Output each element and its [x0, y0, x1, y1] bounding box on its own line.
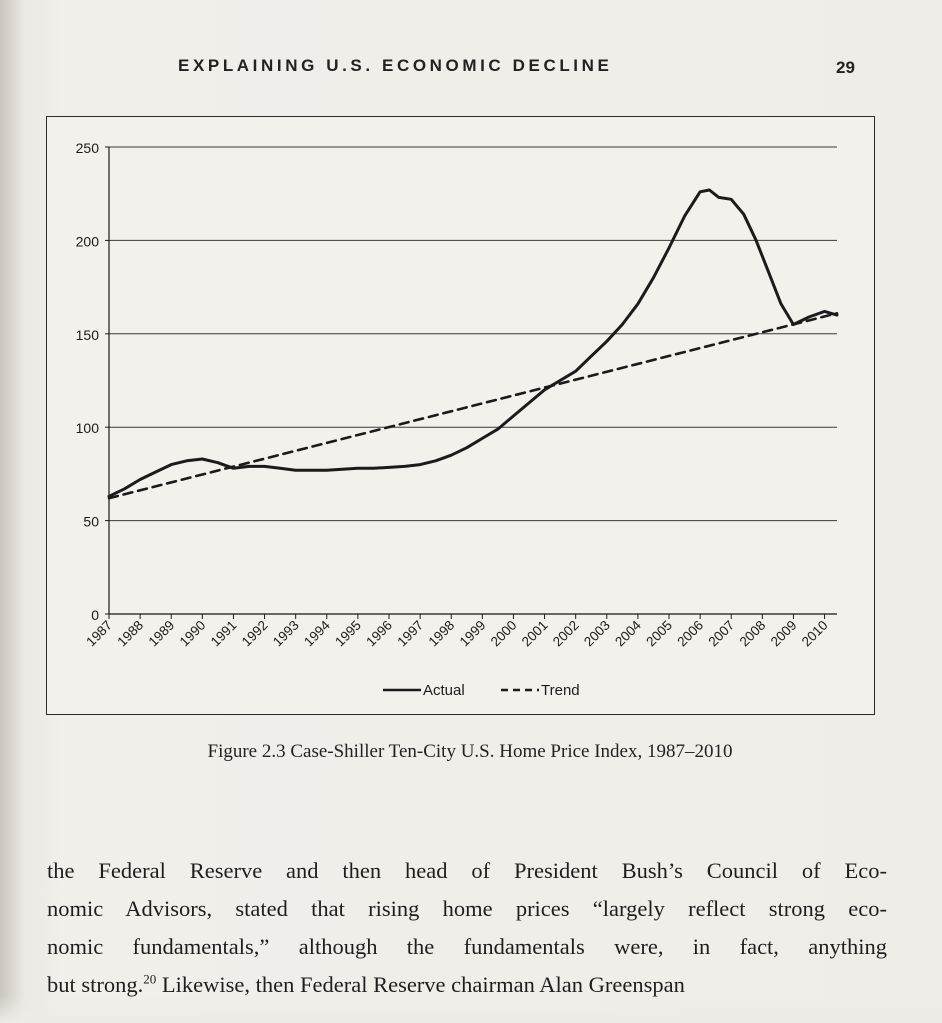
body-line-2: nomic Advisors, stated that rising home … — [47, 896, 887, 921]
x-tick-label: 2007 — [705, 618, 737, 650]
body-text: the Federal Reserve and then head of Pre… — [47, 852, 887, 1004]
next-line-bleed — [0, 995, 942, 1023]
x-tick-label: 2008 — [737, 618, 769, 650]
series-line-trend — [107, 312, 839, 500]
running-head: EXPLAINING U.S. ECONOMIC DECLINE — [178, 56, 613, 75]
x-tick-label: 1995 — [332, 618, 364, 650]
y-tick-label: 150 — [76, 327, 100, 343]
x-tick-label: 1991 — [208, 618, 240, 650]
body-line-4-end: Likewise, then Federal Reserve chairman … — [156, 972, 685, 997]
x-tick-label: 1999 — [457, 618, 489, 650]
x-tick-label: 1990 — [177, 618, 209, 650]
x-tick-label: 2004 — [612, 617, 644, 649]
legend-label-trend: Trend — [541, 682, 580, 699]
y-tick-label: 0 — [91, 607, 99, 623]
body-line-4-start: but strong. — [47, 972, 144, 997]
legend-label-actual: Actual — [423, 682, 465, 699]
y-tick-label: 200 — [76, 233, 100, 249]
x-tick-label: 2009 — [768, 618, 800, 650]
y-tick-label: 250 — [76, 140, 100, 156]
y-tick-label: 100 — [76, 420, 100, 436]
x-tick-label: 1989 — [145, 618, 177, 650]
x-tick-label: 2003 — [581, 618, 613, 650]
body-line-4: but strong.20 Likewise, then Federal Res… — [47, 966, 887, 1004]
x-tick-label: 2002 — [550, 618, 582, 650]
x-tick-label: 1988 — [114, 618, 146, 650]
figure-frame: 0 50 100 150 200 250 1987 1988 1989 1990 1991 1992 1… — [46, 116, 875, 715]
x-tick-label: 1987 — [83, 618, 115, 650]
body-line-3: nomic fundamentals,” although the fundam… — [47, 934, 887, 959]
x-tick-label: 1997 — [394, 618, 426, 650]
series-line-actual — [107, 188, 839, 498]
footnote-ref: 20 — [143, 971, 157, 987]
x-tick-label: 1993 — [270, 618, 302, 650]
x-tick-label: 1998 — [425, 618, 457, 650]
figure-caption: Figure 2.3 Case-Shiller Ten-City U.S. Ho… — [207, 741, 733, 762]
y-tick-label: 50 — [83, 514, 99, 530]
x-tick-label: 1992 — [239, 618, 271, 650]
x-tick-label: 1996 — [363, 618, 395, 650]
x-tick-label: 2000 — [488, 618, 520, 650]
x-tick-label: 2006 — [674, 618, 706, 650]
x-tick-label: 2010 — [799, 618, 831, 650]
x-tick-label: 2005 — [643, 618, 675, 650]
x-tick-label: 1994 — [301, 617, 333, 649]
body-line-1: the Federal Reserve and then head of Pre… — [47, 858, 887, 883]
page-number: 29 — [836, 58, 855, 77]
x-tick-label: 2001 — [519, 618, 551, 650]
